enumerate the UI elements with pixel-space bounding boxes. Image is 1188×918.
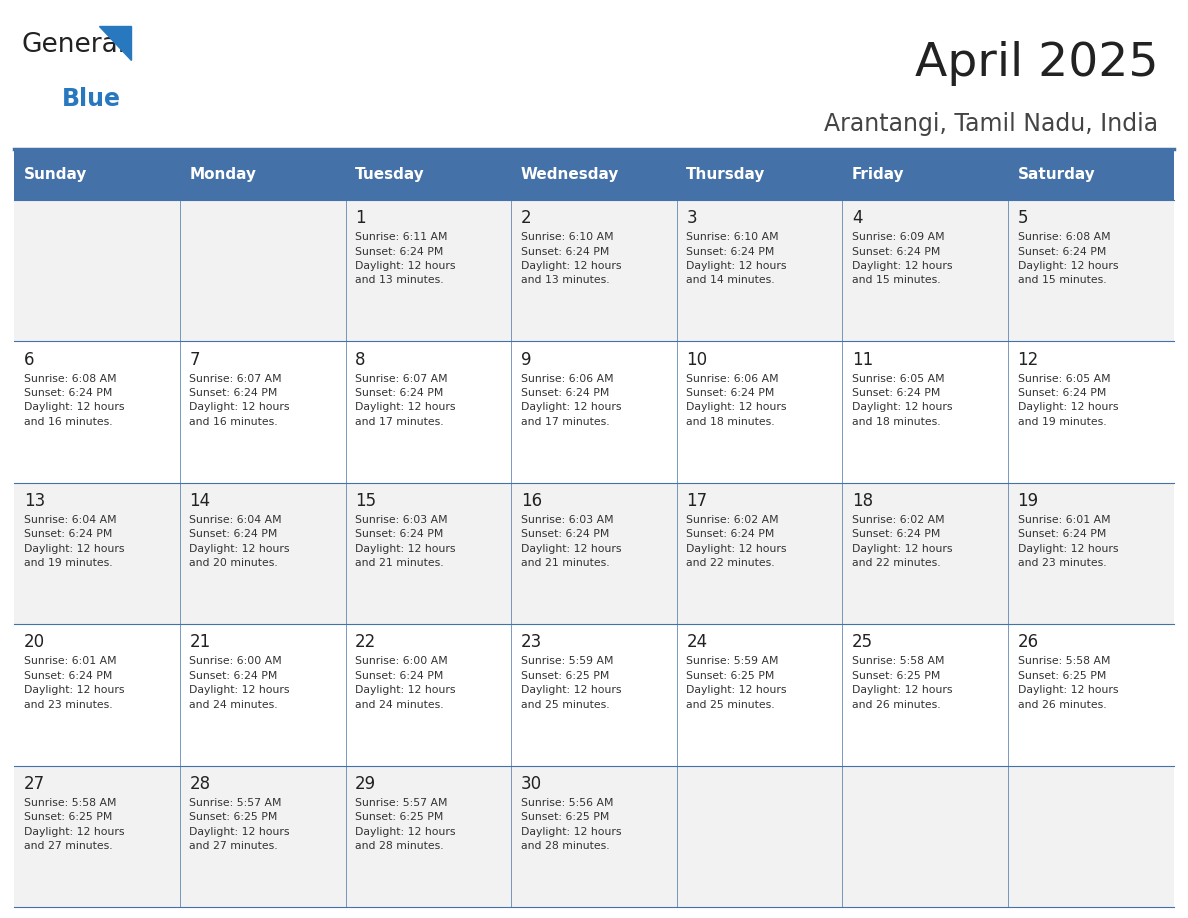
Text: Sunrise: 5:58 AM
Sunset: 6:25 PM
Daylight: 12 hours
and 27 minutes.: Sunrise: 5:58 AM Sunset: 6:25 PM Dayligh… [24, 798, 125, 851]
Text: Sunrise: 6:01 AM
Sunset: 6:24 PM
Daylight: 12 hours
and 23 minutes.: Sunrise: 6:01 AM Sunset: 6:24 PM Dayligh… [1018, 515, 1118, 568]
Text: Sunrise: 6:07 AM
Sunset: 6:24 PM
Daylight: 12 hours
and 17 minutes.: Sunrise: 6:07 AM Sunset: 6:24 PM Dayligh… [355, 374, 455, 427]
Text: Sunrise: 6:05 AM
Sunset: 6:24 PM
Daylight: 12 hours
and 19 minutes.: Sunrise: 6:05 AM Sunset: 6:24 PM Dayligh… [1018, 374, 1118, 427]
Text: 14: 14 [189, 492, 210, 510]
Text: 1: 1 [355, 209, 366, 228]
Bar [14, 200, 1174, 341]
Text: 8: 8 [355, 351, 366, 369]
Text: Sunrise: 6:10 AM
Sunset: 6:24 PM
Daylight: 12 hours
and 13 minutes.: Sunrise: 6:10 AM Sunset: 6:24 PM Dayligh… [520, 232, 621, 285]
Text: Sunrise: 6:11 AM
Sunset: 6:24 PM
Daylight: 12 hours
and 13 minutes.: Sunrise: 6:11 AM Sunset: 6:24 PM Dayligh… [355, 232, 455, 285]
Text: 28: 28 [189, 775, 210, 793]
Text: Sunrise: 5:58 AM
Sunset: 6:25 PM
Daylight: 12 hours
and 26 minutes.: Sunrise: 5:58 AM Sunset: 6:25 PM Dayligh… [1018, 656, 1118, 710]
Text: Sunrise: 6:04 AM
Sunset: 6:24 PM
Daylight: 12 hours
and 19 minutes.: Sunrise: 6:04 AM Sunset: 6:24 PM Dayligh… [24, 515, 125, 568]
Text: Sunrise: 6:09 AM
Sunset: 6:24 PM
Daylight: 12 hours
and 15 minutes.: Sunrise: 6:09 AM Sunset: 6:24 PM Dayligh… [852, 232, 953, 285]
Text: 27: 27 [24, 775, 45, 793]
Text: 4: 4 [852, 209, 862, 228]
Text: 30: 30 [520, 775, 542, 793]
Text: Sunrise: 6:06 AM
Sunset: 6:24 PM
Daylight: 12 hours
and 18 minutes.: Sunrise: 6:06 AM Sunset: 6:24 PM Dayligh… [687, 374, 786, 427]
Text: Sunrise: 6:04 AM
Sunset: 6:24 PM
Daylight: 12 hours
and 20 minutes.: Sunrise: 6:04 AM Sunset: 6:24 PM Dayligh… [189, 515, 290, 568]
Text: 17: 17 [687, 492, 707, 510]
Text: 7: 7 [189, 351, 200, 369]
Text: 10: 10 [687, 351, 707, 369]
Bar [14, 624, 1174, 766]
Text: Wednesday: Wednesday [520, 167, 619, 182]
Bar [14, 483, 1174, 624]
Text: 3: 3 [687, 209, 697, 228]
Text: Monday: Monday [189, 167, 257, 182]
Text: 12: 12 [1018, 351, 1038, 369]
Text: 23: 23 [520, 633, 542, 652]
Text: Friday: Friday [852, 167, 904, 182]
Text: 18: 18 [852, 492, 873, 510]
Text: General: General [21, 32, 126, 58]
Bar [14, 341, 1174, 483]
Text: 13: 13 [24, 492, 45, 510]
Text: Sunrise: 6:02 AM
Sunset: 6:24 PM
Daylight: 12 hours
and 22 minutes.: Sunrise: 6:02 AM Sunset: 6:24 PM Dayligh… [687, 515, 786, 568]
Text: Sunday: Sunday [24, 167, 87, 182]
Text: 5: 5 [1018, 209, 1028, 228]
Text: Sunrise: 6:06 AM
Sunset: 6:24 PM
Daylight: 12 hours
and 17 minutes.: Sunrise: 6:06 AM Sunset: 6:24 PM Dayligh… [520, 374, 621, 427]
Text: April 2025: April 2025 [915, 41, 1158, 86]
Text: Sunrise: 6:08 AM
Sunset: 6:24 PM
Daylight: 12 hours
and 15 minutes.: Sunrise: 6:08 AM Sunset: 6:24 PM Dayligh… [1018, 232, 1118, 285]
Text: Blue: Blue [62, 87, 121, 111]
Text: Sunrise: 6:05 AM
Sunset: 6:24 PM
Daylight: 12 hours
and 18 minutes.: Sunrise: 6:05 AM Sunset: 6:24 PM Dayligh… [852, 374, 953, 427]
Text: Sunrise: 6:00 AM
Sunset: 6:24 PM
Daylight: 12 hours
and 24 minutes.: Sunrise: 6:00 AM Sunset: 6:24 PM Dayligh… [355, 656, 455, 710]
Text: 16: 16 [520, 492, 542, 510]
Polygon shape [99, 26, 131, 60]
Text: Sunrise: 5:56 AM
Sunset: 6:25 PM
Daylight: 12 hours
and 28 minutes.: Sunrise: 5:56 AM Sunset: 6:25 PM Dayligh… [520, 798, 621, 851]
Text: 20: 20 [24, 633, 45, 652]
Text: Arantangi, Tamil Nadu, India: Arantangi, Tamil Nadu, India [824, 112, 1158, 136]
Text: 21: 21 [189, 633, 210, 652]
Text: Sunrise: 5:59 AM
Sunset: 6:25 PM
Daylight: 12 hours
and 25 minutes.: Sunrise: 5:59 AM Sunset: 6:25 PM Dayligh… [520, 656, 621, 710]
Text: Sunrise: 5:58 AM
Sunset: 6:25 PM
Daylight: 12 hours
and 26 minutes.: Sunrise: 5:58 AM Sunset: 6:25 PM Dayligh… [852, 656, 953, 710]
Text: Thursday: Thursday [687, 167, 766, 182]
Text: Saturday: Saturday [1018, 167, 1095, 182]
Text: Sunrise: 5:59 AM
Sunset: 6:25 PM
Daylight: 12 hours
and 25 minutes.: Sunrise: 5:59 AM Sunset: 6:25 PM Dayligh… [687, 656, 786, 710]
Text: 26: 26 [1018, 633, 1038, 652]
Text: Sunrise: 6:08 AM
Sunset: 6:24 PM
Daylight: 12 hours
and 16 minutes.: Sunrise: 6:08 AM Sunset: 6:24 PM Dayligh… [24, 374, 125, 427]
Text: 9: 9 [520, 351, 531, 369]
Text: Sunrise: 6:03 AM
Sunset: 6:24 PM
Daylight: 12 hours
and 21 minutes.: Sunrise: 6:03 AM Sunset: 6:24 PM Dayligh… [355, 515, 455, 568]
Text: 19: 19 [1018, 492, 1038, 510]
Text: Sunrise: 6:01 AM
Sunset: 6:24 PM
Daylight: 12 hours
and 23 minutes.: Sunrise: 6:01 AM Sunset: 6:24 PM Dayligh… [24, 656, 125, 710]
Text: Sunrise: 5:57 AM
Sunset: 6:25 PM
Daylight: 12 hours
and 27 minutes.: Sunrise: 5:57 AM Sunset: 6:25 PM Dayligh… [189, 798, 290, 851]
Text: 22: 22 [355, 633, 377, 652]
Text: 11: 11 [852, 351, 873, 369]
Text: Sunrise: 6:03 AM
Sunset: 6:24 PM
Daylight: 12 hours
and 21 minutes.: Sunrise: 6:03 AM Sunset: 6:24 PM Dayligh… [520, 515, 621, 568]
Text: Sunrise: 6:07 AM
Sunset: 6:24 PM
Daylight: 12 hours
and 16 minutes.: Sunrise: 6:07 AM Sunset: 6:24 PM Dayligh… [189, 374, 290, 427]
Text: 29: 29 [355, 775, 377, 793]
Text: Sunrise: 6:00 AM
Sunset: 6:24 PM
Daylight: 12 hours
and 24 minutes.: Sunrise: 6:00 AM Sunset: 6:24 PM Dayligh… [189, 656, 290, 710]
Text: 15: 15 [355, 492, 377, 510]
Text: Sunrise: 6:10 AM
Sunset: 6:24 PM
Daylight: 12 hours
and 14 minutes.: Sunrise: 6:10 AM Sunset: 6:24 PM Dayligh… [687, 232, 786, 285]
Text: Sunrise: 5:57 AM
Sunset: 6:25 PM
Daylight: 12 hours
and 28 minutes.: Sunrise: 5:57 AM Sunset: 6:25 PM Dayligh… [355, 798, 455, 851]
Text: 25: 25 [852, 633, 873, 652]
Text: Sunrise: 6:02 AM
Sunset: 6:24 PM
Daylight: 12 hours
and 22 minutes.: Sunrise: 6:02 AM Sunset: 6:24 PM Dayligh… [852, 515, 953, 568]
Text: 24: 24 [687, 633, 707, 652]
Bar [14, 766, 1174, 907]
Text: 2: 2 [520, 209, 531, 228]
Bar [14, 149, 1174, 200]
Text: 6: 6 [24, 351, 34, 369]
Text: Tuesday: Tuesday [355, 167, 425, 182]
